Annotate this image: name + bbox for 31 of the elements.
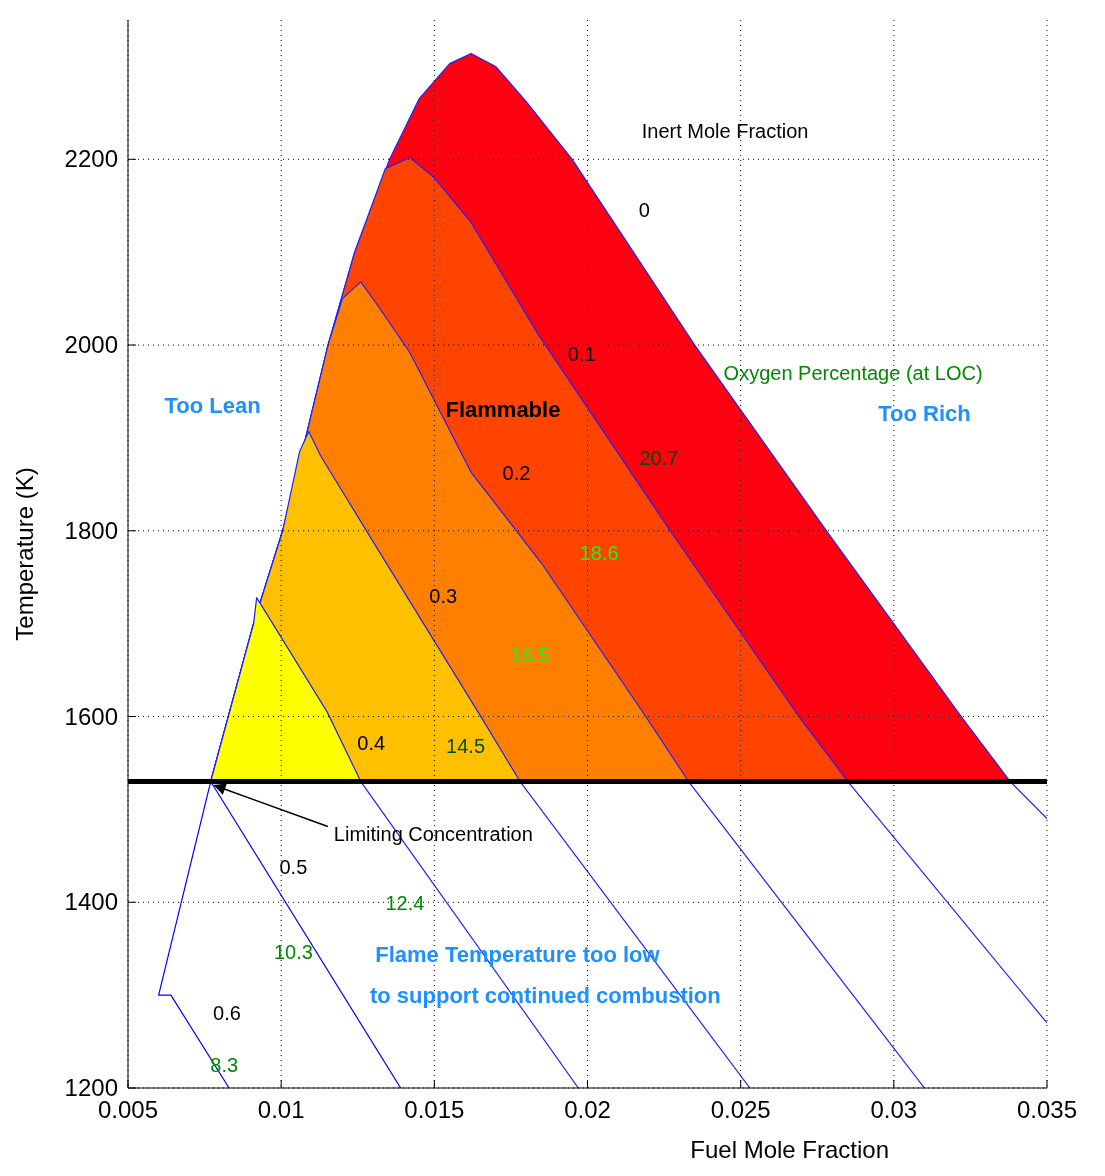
y-tick-label: 1400: [64, 888, 118, 916]
annotation: 0.5: [279, 855, 308, 878]
annotation: 12.4: [385, 892, 425, 915]
annotation: 16.5: [510, 644, 550, 667]
annotation: Too Lean: [164, 393, 261, 419]
y-tick-label: 1800: [64, 516, 118, 544]
x-tick-label: 0.03: [870, 1096, 918, 1123]
annotation: Inert Mole Fraction: [641, 119, 809, 142]
y-tick-label: 2000: [64, 331, 118, 359]
annotation: 14.5: [446, 735, 486, 758]
y-axis-title: Temperature (K): [11, 467, 38, 641]
annotation: Flammable: [445, 396, 561, 422]
annotation: 0.1: [567, 343, 596, 366]
x-axis-title: Fuel Mole Fraction: [690, 1136, 890, 1163]
annotation: Oxygen Percentage (at LOC): [723, 361, 983, 384]
x-tick-label: 0.01: [257, 1096, 305, 1123]
annotation: 0.2: [502, 462, 531, 485]
annotation: 0: [638, 199, 650, 222]
y-tick-label: 2200: [64, 145, 118, 173]
x-tick-label: 0.025: [710, 1096, 771, 1123]
x-tick-label: 0.015: [404, 1096, 465, 1123]
x-tick-label: 0.035: [1016, 1096, 1078, 1123]
x-tick-label: 0.02: [564, 1096, 611, 1123]
annotation: 0.4: [357, 732, 386, 755]
annotation: Too Rich: [878, 401, 971, 427]
y-tick-label: 1600: [64, 702, 118, 730]
annotation: 0.3: [429, 584, 458, 607]
annotation: 0.6: [213, 1001, 241, 1024]
annotation: 20.7: [639, 447, 679, 470]
annotation: 10.3: [273, 940, 313, 963]
annotation: 18.6: [579, 542, 619, 565]
